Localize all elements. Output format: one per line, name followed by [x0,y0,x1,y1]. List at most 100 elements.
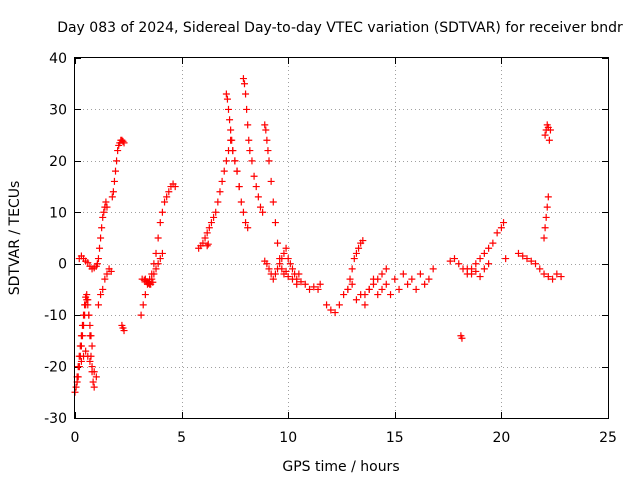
data-point [107,267,115,275]
data-point [92,373,100,381]
y-tick-label: -20 [44,360,67,376]
data-point [227,126,235,134]
data-point [90,368,98,376]
chart-title: Day 083 of 2024, Sidereal Day-to-day VTE… [57,20,623,36]
data-point [84,259,92,267]
data-point [231,157,239,165]
data-point [77,342,85,350]
data-point [271,219,279,227]
data-point [295,270,303,278]
data-point [86,321,94,329]
data-point [387,291,395,299]
data-point [99,285,107,293]
data-point [244,121,252,129]
x-tick-label: 5 [177,430,186,446]
data-point [408,275,416,283]
data-point [276,260,284,268]
data-point [94,255,102,263]
data-point [463,265,471,273]
data-point [282,267,290,275]
data-point [502,255,510,263]
data-point [263,136,271,144]
data-point [97,291,105,299]
data-point [485,260,493,268]
data-point [425,275,433,283]
data-point [244,224,252,232]
x-tick-labels: 0 5 10 15 20 25 [71,430,617,446]
data-point [391,275,399,283]
data-point [218,177,226,185]
data-point [500,219,508,227]
data-point [395,285,403,293]
data-point [86,357,94,365]
data-point [476,273,484,281]
data-point [540,234,548,242]
data-point [540,270,548,278]
data-point [480,249,488,257]
data-point [523,255,531,263]
data-point [90,383,98,391]
data-point [286,260,294,268]
x-axis-label: GPS time / hours [282,459,399,475]
data-point [223,95,231,103]
data-point [261,121,269,129]
data-point [429,265,437,273]
data-point [75,363,83,371]
data-point [139,301,147,309]
data-point [199,239,207,247]
data-point [544,123,552,131]
data-point [306,285,314,293]
data-point [532,260,540,268]
data-point [207,219,215,227]
data-point [476,255,484,263]
data-point [352,249,360,257]
data-point [158,208,166,216]
data-point [361,291,369,299]
data-point [541,224,549,232]
data-point [246,147,254,155]
data-point [288,275,296,283]
data-point [369,280,377,288]
data-point [171,183,179,191]
data-point [165,188,173,196]
data-point [228,136,236,144]
data-point [472,260,480,268]
y-tick-label: 0 [58,257,67,273]
x-tick-label: 15 [386,430,404,446]
data-point [108,193,116,201]
data-point [235,183,243,191]
data-point [278,255,286,263]
data-point [480,265,488,273]
data-point [404,280,412,288]
data-point [112,167,120,175]
data-point [113,157,121,165]
data-points [71,75,565,396]
data-point [152,249,160,257]
data-point [269,275,277,283]
data-point [237,198,245,206]
data-point [80,321,88,329]
data-point [242,219,250,227]
data-point [271,270,279,278]
plot-frame [74,57,609,419]
data-point [98,224,106,232]
data-point [359,237,367,245]
data-point [212,208,220,216]
data-point [103,270,111,278]
data-point [259,208,267,216]
data-point [416,270,424,278]
data-point [163,193,171,201]
data-point [110,177,118,185]
data-point [265,265,273,273]
data-point [203,229,211,237]
x-tick-label: 10 [279,430,297,446]
data-point [245,136,253,144]
y-tick-label: 20 [49,154,67,170]
data-point [327,306,335,314]
data-point [536,265,544,273]
data-point [350,255,358,263]
y-tick-labels: -30 -20 -10 0 10 20 30 40 [44,51,67,427]
data-point [361,301,369,309]
data-point [316,280,324,288]
data-point [335,301,343,309]
